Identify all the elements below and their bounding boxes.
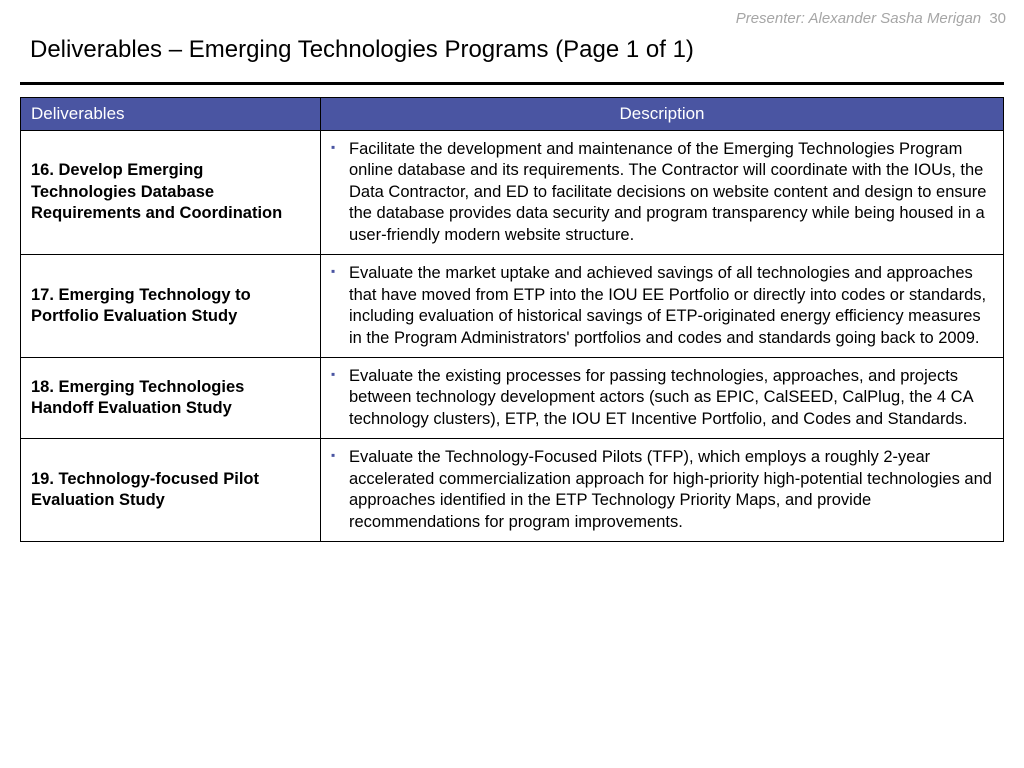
- description-list: Evaluate the existing processes for pass…: [331, 366, 993, 430]
- table-row: 16. Develop Emerging Technologies Databa…: [21, 131, 1004, 255]
- description-item: Evaluate the existing processes for pass…: [349, 366, 993, 430]
- page-number: 30: [989, 10, 1006, 27]
- description-item: Evaluate the market uptake and achieved …: [349, 263, 993, 349]
- presenter-info: Presenter: Alexander Sasha Merigan 30: [736, 10, 1006, 27]
- description-cell: Evaluate the market uptake and achieved …: [321, 255, 1004, 358]
- description-cell: Evaluate the Technology-Focused Pilots (…: [321, 439, 1004, 542]
- deliverable-cell: 17. Emerging Technology to Portfolio Eva…: [21, 255, 321, 358]
- table-container: Deliverables Description 16. Develop Eme…: [0, 97, 1024, 542]
- deliverable-cell: 19. Technology-focused Pilot Evaluation …: [21, 439, 321, 542]
- col-header-deliverables: Deliverables: [21, 98, 321, 131]
- table-body: 16. Develop Emerging Technologies Databa…: [21, 131, 1004, 542]
- col-header-description: Description: [321, 98, 1004, 131]
- table-header-row: Deliverables Description: [21, 98, 1004, 131]
- deliverable-cell: 16. Develop Emerging Technologies Databa…: [21, 131, 321, 255]
- presenter-label: Presenter: Alexander Sasha Merigan: [736, 10, 981, 27]
- title-divider: [20, 82, 1004, 85]
- table-row: 18. Emerging Technologies Handoff Evalua…: [21, 357, 1004, 438]
- deliverables-table: Deliverables Description 16. Develop Eme…: [20, 97, 1004, 542]
- description-list: Facilitate the development and maintenan…: [331, 139, 993, 246]
- deliverable-cell: 18. Emerging Technologies Handoff Evalua…: [21, 357, 321, 438]
- table-row: 17. Emerging Technology to Portfolio Eva…: [21, 255, 1004, 358]
- description-cell: Facilitate the development and maintenan…: [321, 131, 1004, 255]
- description-item: Evaluate the Technology-Focused Pilots (…: [349, 447, 993, 533]
- description-list: Evaluate the Technology-Focused Pilots (…: [331, 447, 993, 533]
- description-list: Evaluate the market uptake and achieved …: [331, 263, 993, 349]
- description-item: Facilitate the development and maintenan…: [349, 139, 993, 246]
- description-cell: Evaluate the existing processes for pass…: [321, 357, 1004, 438]
- table-row: 19. Technology-focused Pilot Evaluation …: [21, 439, 1004, 542]
